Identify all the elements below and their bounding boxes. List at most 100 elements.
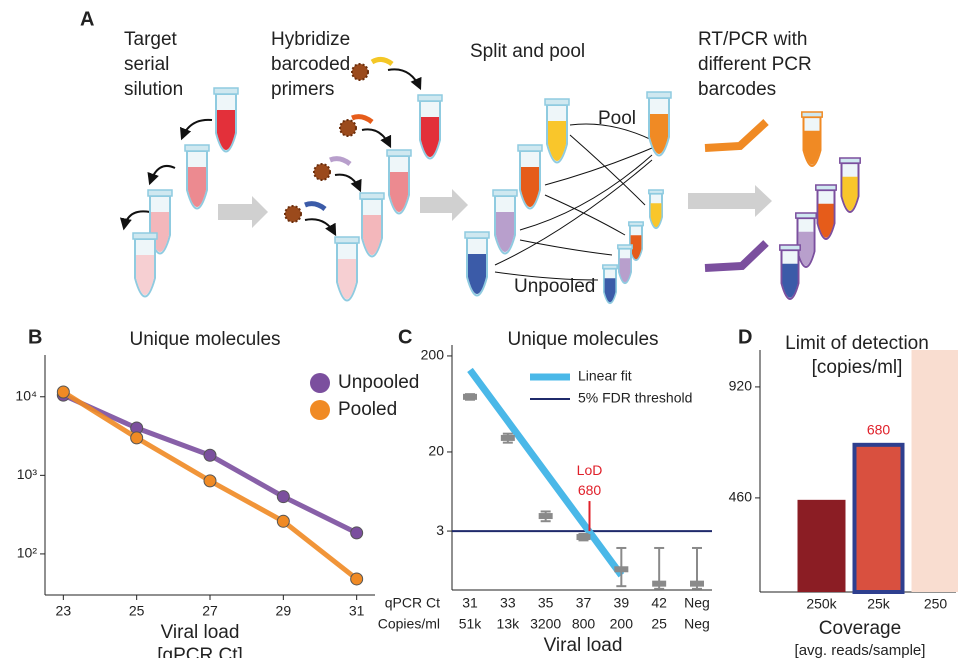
legend-label: Linear fit [578, 368, 632, 384]
legend-label: Pooled [338, 399, 397, 420]
legend-marker [310, 373, 330, 393]
tube-cap [647, 92, 671, 98]
step-label: different PCR [698, 54, 812, 75]
pcr-barcode [705, 122, 766, 148]
data-point [204, 475, 216, 487]
x-tick-label: 23 [56, 603, 72, 619]
x-tick-label: 51k [459, 616, 483, 632]
value-label: 680 [867, 422, 891, 438]
median-box [463, 394, 477, 400]
transfer-arrow [362, 129, 390, 146]
tube-cap [780, 245, 800, 250]
data-point [57, 386, 69, 398]
step-label: barcodes [698, 79, 776, 100]
tube-cap [335, 237, 359, 243]
data-point [277, 491, 289, 503]
x-axis-label: Coverage [819, 618, 901, 639]
x-tick-label: 35 [538, 595, 554, 611]
tube-cap [816, 185, 836, 190]
primer [352, 117, 372, 122]
tube-cap [840, 158, 860, 163]
x-tick-label: 31 [349, 603, 365, 619]
x-axis-label: Viral load [161, 622, 240, 643]
tube-cap [545, 99, 569, 105]
transfer-arrow [182, 120, 212, 138]
primer [305, 204, 325, 209]
x-tick-label: 27 [202, 603, 218, 619]
tube-cap [649, 190, 663, 194]
y-tick-label: 920 [729, 378, 753, 394]
median-box [690, 581, 704, 587]
tube-cap [360, 193, 384, 199]
chart-title: [copies/ml] [812, 357, 903, 378]
virus [340, 120, 356, 136]
legend-marker [310, 400, 330, 420]
tube-cap [133, 233, 157, 239]
tube-cap [603, 265, 617, 269]
tube-cap [214, 88, 238, 94]
bar [912, 350, 958, 592]
transfer-arrow [124, 211, 150, 228]
transfer-arrow [388, 69, 420, 88]
y-tick-label: 10² [17, 545, 38, 561]
panel-label: D [738, 326, 752, 348]
tube-cap [518, 145, 542, 151]
row-label: Copies/ml [378, 616, 440, 632]
x-tick-label: 25k [867, 596, 891, 612]
x-tick-label: Neg [684, 616, 710, 632]
panel-label: C [398, 326, 412, 348]
chart-title: Unique molecules [507, 329, 658, 350]
step-label: RT/PCR with [698, 29, 807, 50]
panel-label: B [28, 326, 42, 348]
tube-cap [796, 213, 816, 218]
y-tick-label: 460 [729, 489, 753, 505]
y-tick-label: 20 [428, 443, 444, 459]
median-box [501, 435, 515, 441]
x-tick-label: 39 [614, 595, 630, 611]
tube-cap [618, 245, 632, 249]
median-box [652, 581, 666, 587]
data-point [204, 449, 216, 461]
y-tick-label: 3 [436, 522, 444, 538]
tube-cap [418, 95, 442, 101]
step-label: primers [271, 79, 334, 100]
virus [314, 164, 330, 180]
step-arrow [688, 185, 772, 217]
x-tick-label: 250k [806, 596, 837, 612]
lod-label: LoD [577, 462, 603, 478]
data-point [351, 573, 363, 585]
x-tick-label: 29 [276, 603, 292, 619]
bar [855, 445, 903, 592]
x-axis-label: Viral load [544, 635, 623, 656]
x-tick-label: 37 [576, 595, 592, 611]
primer [330, 159, 350, 164]
transfer-arrow [150, 166, 175, 183]
step-arrow [420, 189, 468, 221]
step-arrow [218, 196, 268, 228]
step-label: Hybridize [271, 29, 350, 50]
x-tick-label: 250 [924, 596, 948, 612]
step-label: barcoded [271, 54, 350, 75]
x-tick-label: 3200 [530, 616, 561, 632]
tube-cap [185, 145, 209, 151]
step-label: Target [124, 29, 178, 50]
primer [372, 59, 392, 64]
x-tick-label: 200 [610, 616, 634, 632]
transfer-arrow [305, 219, 335, 234]
step-label: silution [124, 79, 183, 100]
tube-cap [148, 190, 172, 196]
tube-cap [465, 232, 489, 238]
row-label: qPCR Ct [385, 595, 440, 611]
tube-cap [493, 190, 517, 196]
bar [798, 500, 846, 592]
y-tick-label: 10⁴ [15, 387, 37, 403]
x-tick-label: 31 [462, 595, 478, 611]
data-point [351, 527, 363, 539]
x-tick-label: 42 [651, 595, 667, 611]
panel-label: A [80, 8, 94, 30]
median-box [577, 534, 591, 540]
legend-label: 5% FDR threshold [578, 390, 692, 406]
pcr-barcode [705, 243, 766, 268]
tube-cap [802, 112, 822, 117]
